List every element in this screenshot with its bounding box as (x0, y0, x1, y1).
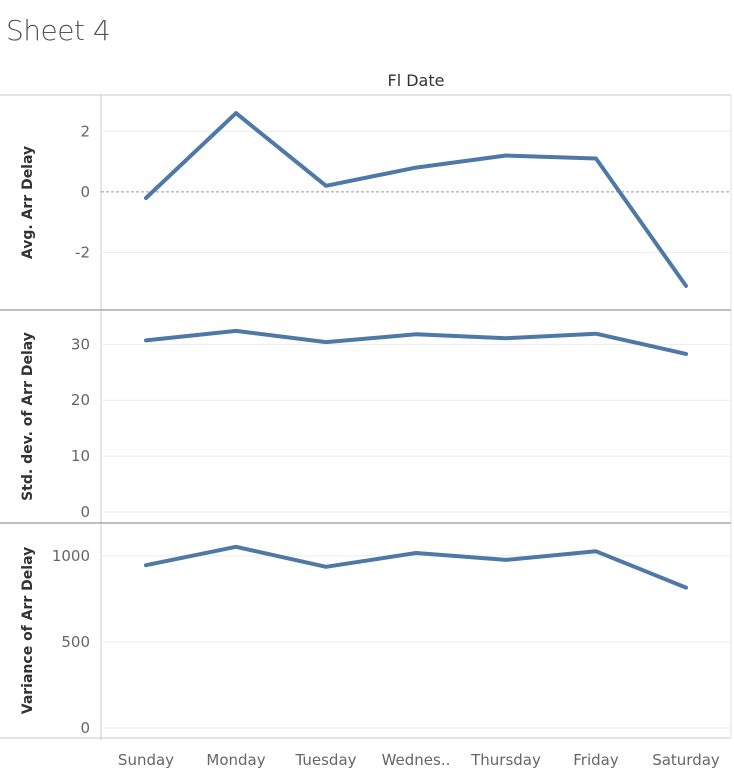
data-point (324, 340, 328, 344)
column-header: Fl Date (388, 71, 445, 90)
data-point (144, 563, 148, 567)
x-tick-label: Friday (573, 751, 619, 769)
x-tick-label: Thursday (470, 751, 541, 769)
x-axis-ticks: Sunday Monday Tuesday Wednes.. Thursday Frida… (118, 751, 720, 769)
chart-frame (0, 94, 732, 740)
data-point (504, 336, 508, 340)
y-tick-label: 500 (61, 633, 90, 651)
data-point (234, 329, 238, 333)
data-point (594, 157, 598, 161)
data-point (324, 565, 328, 569)
y-axis-label: Std. dev. of Arr Delay (20, 332, 36, 501)
y-axis-label: Avg. Arr Delay (20, 146, 36, 259)
y-tick-label: 1000 (52, 547, 90, 565)
data-point (504, 558, 508, 562)
data-point (594, 332, 598, 336)
x-tick-label: Saturday (652, 751, 720, 769)
series-line (144, 544, 688, 590)
x-tick-label: Monday (206, 751, 265, 769)
y-axis-label: Variance of Arr Delay (20, 547, 36, 714)
x-tick-label: Sunday (118, 751, 174, 769)
y-tick-label: 30 (71, 335, 90, 353)
y-tick-label: -2 (75, 244, 90, 262)
data-point (324, 184, 328, 188)
data-point (144, 196, 148, 200)
data-point (234, 545, 238, 549)
y-tick-label: 2 (80, 122, 90, 140)
data-point (234, 111, 238, 115)
y-tick-label: 10 (71, 447, 90, 465)
data-point (684, 586, 688, 590)
data-point (414, 551, 418, 555)
y-tick-label: 0 (80, 719, 90, 737)
data-point (414, 166, 418, 170)
data-point (684, 352, 688, 356)
data-point (684, 284, 688, 288)
data-point (414, 332, 418, 336)
data-point (144, 338, 148, 342)
pane-3: 1000 500 0 Variance of Arr Delay (0, 522, 731, 737)
data-point (594, 549, 598, 553)
y-tick-label: 20 (71, 391, 90, 409)
series-line (144, 111, 688, 288)
series-line (144, 328, 688, 356)
x-tick-label: Wednes.. (382, 751, 451, 769)
pane-2: 30 20 10 0 Std. dev. of Arr Delay (0, 309, 731, 521)
y-tick-label: 0 (80, 503, 90, 521)
data-point (504, 154, 508, 158)
pane-1: 2 0 -2 Avg. Arr Delay (20, 111, 731, 288)
sheet-title: Sheet 4 (6, 14, 111, 47)
y-tick-label: 0 (80, 183, 90, 201)
x-tick-label: Tuesday (294, 751, 356, 769)
